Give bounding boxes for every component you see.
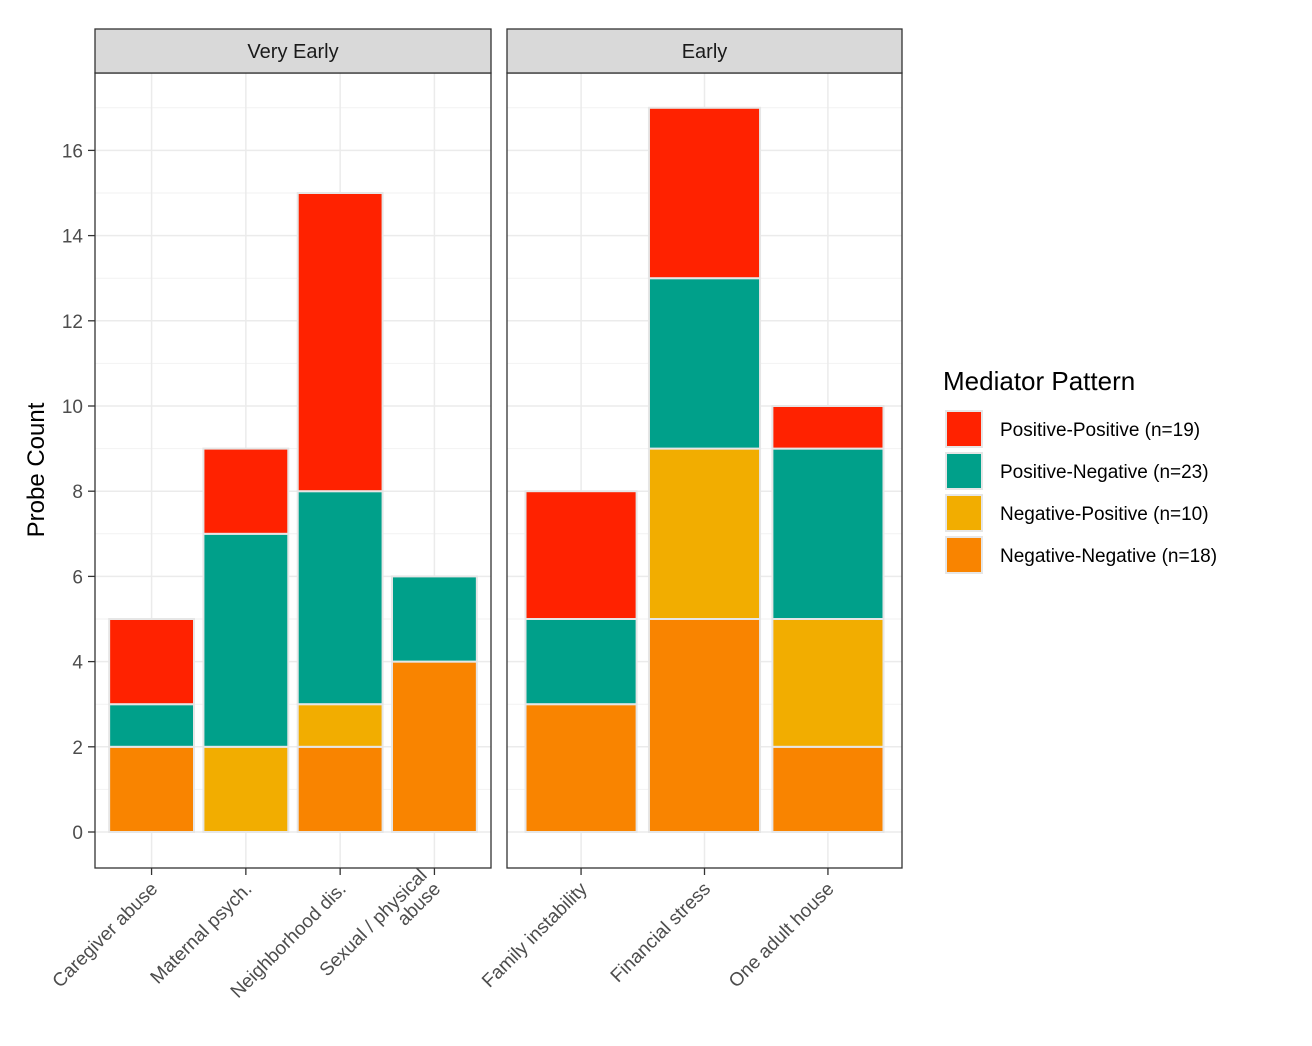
- y-tick-label: 2: [72, 738, 83, 759]
- y-tick-label: 8: [72, 482, 83, 503]
- legend-key-nn: [945, 536, 983, 574]
- x-tick-label: Maternal psych.: [147, 879, 257, 989]
- legend-key-np: [945, 494, 983, 532]
- bar-segment-pn: [524, 618, 638, 706]
- x-tick-label: Caregiver abuse: [49, 879, 162, 992]
- y-tick-label: 0: [72, 823, 83, 844]
- y-tick-label: 4: [72, 653, 83, 674]
- legend-label: Negative-Negative (n=18): [1000, 546, 1217, 567]
- bar-segment-pn: [771, 447, 885, 620]
- bar-segment-nn: [391, 660, 478, 833]
- bar-segment-np: [202, 745, 290, 833]
- facet-strip-label: Very Early: [247, 41, 338, 63]
- bar-segment-np: [771, 618, 885, 748]
- legend-title: Mediator Pattern: [943, 366, 1135, 396]
- facet-strip-label: Early: [682, 41, 728, 63]
- legend-label: Positive-Positive (n=19): [1000, 420, 1200, 441]
- facet-strip: [506, 28, 903, 74]
- y-tick-label: 6: [72, 567, 83, 588]
- bar-segment-pp: [647, 106, 762, 280]
- bar-segment-np: [647, 447, 762, 620]
- y-tick-label: 10: [62, 397, 83, 418]
- facet-strip: [94, 28, 492, 74]
- bar-segment-pn: [391, 575, 478, 663]
- legend-key-pp: [945, 410, 983, 448]
- bar-segment-pp: [296, 192, 384, 493]
- bar-segment-pn: [202, 532, 290, 748]
- bar-segment-pp: [108, 618, 195, 706]
- bar-segment-nn: [108, 745, 195, 833]
- bar-segment-pp: [771, 405, 885, 450]
- legend: Mediator Pattern Positive-Positive (n=19…: [943, 366, 1217, 574]
- bar-segment-nn: [524, 703, 638, 834]
- bar-segment-pn: [647, 277, 762, 450]
- y-tick-label: 16: [62, 141, 83, 162]
- bar-segment-nn: [771, 745, 885, 833]
- bar-segment-nn: [296, 745, 384, 833]
- bar-segment-pn: [296, 490, 384, 706]
- x-tick-label: One adult house: [725, 879, 838, 992]
- x-tick-label: Financial stress: [607, 879, 715, 987]
- y-axis-title: Probe Count: [23, 402, 50, 537]
- facet-panel: Early Family instability Financial stress O…: [478, 28, 903, 992]
- y-tick-label: 14: [62, 227, 84, 248]
- bar-segment-pp: [202, 447, 290, 535]
- legend-label: Positive-Negative (n=23): [1000, 462, 1209, 483]
- bar-segment-np: [296, 703, 384, 748]
- x-tick-label: Family instability: [478, 878, 592, 992]
- y-tick-label: 12: [62, 312, 83, 333]
- y-axis: 0 2 4 6 8 10 12 14 16: [62, 141, 95, 844]
- bar-segment-nn: [647, 618, 762, 833]
- legend-label: Negative-Positive (n=10): [1000, 504, 1209, 525]
- legend-key-pn: [945, 452, 983, 490]
- bar-segment-pp: [524, 490, 638, 621]
- bar-segment-pn: [108, 703, 195, 748]
